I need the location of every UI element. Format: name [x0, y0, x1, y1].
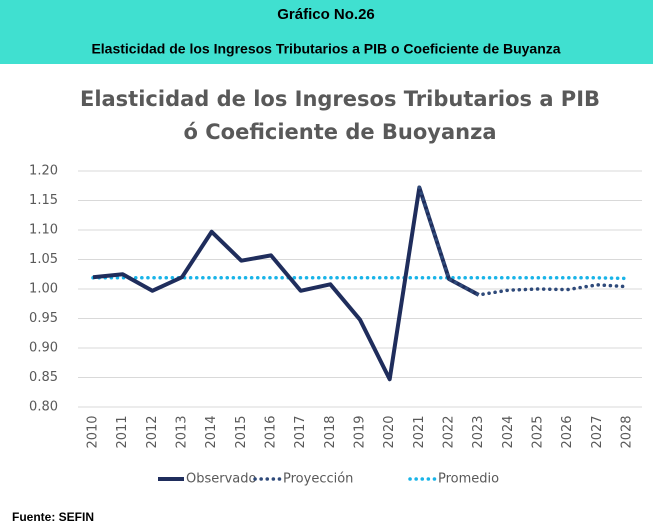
y-tick-label: 0.95: [29, 311, 58, 326]
x-tick-label: 2017: [293, 415, 308, 448]
header-band: [0, 0, 653, 64]
x-tick-label: 2014: [204, 415, 219, 448]
x-tick-label: 2010: [86, 415, 101, 448]
x-tick-label: 2013: [175, 415, 190, 448]
x-tick-label: 2016: [264, 415, 279, 448]
y-tick-label: 1.10: [29, 223, 58, 238]
source: Fuente: SEFIN: [12, 510, 94, 524]
y-tick-label: 1.15: [29, 193, 58, 208]
x-tick-label: 2028: [620, 415, 635, 448]
legend-label: Proyección: [283, 472, 353, 487]
y-tick-label: 1.05: [29, 252, 58, 267]
line-series: [417, 185, 629, 297]
y-tick-label: 1.20: [29, 164, 58, 179]
x-tick-label: 2022: [442, 415, 457, 448]
x-tick-label: 2023: [471, 415, 486, 448]
y-tick-label: 1.00: [29, 282, 58, 297]
x-tick-label: 2015: [234, 415, 249, 448]
y-tick-label: 0.80: [29, 400, 58, 415]
x-tick-label: 2018: [323, 415, 338, 448]
line-series: [91, 276, 629, 281]
y-tick-label: 0.90: [29, 341, 58, 356]
x-tick-label: 2025: [531, 415, 546, 448]
x-tick-label: 2024: [501, 415, 516, 448]
x-tick-label: 2026: [560, 415, 575, 448]
chart-title: Elasticidad de los Ingresos Tributarios …: [80, 87, 600, 111]
legend-label: Observado: [186, 472, 257, 487]
header-label: Gráfico No.26: [277, 6, 375, 23]
y-tick-label: 0.85: [29, 370, 58, 385]
legend-label: Promedio: [438, 472, 499, 487]
x-tick-label: 2012: [145, 415, 160, 448]
chart-title: ó Coeficiente de Buoyanza: [184, 120, 497, 144]
x-tick-label: 2011: [115, 415, 130, 448]
header-title: Elasticidad de los Ingresos Tributarios …: [91, 41, 560, 57]
x-tick-label: 2020: [382, 415, 397, 448]
line-series: [92, 185, 480, 382]
x-tick-label: 2027: [590, 415, 605, 448]
x-tick-label: 2021: [412, 415, 427, 448]
x-tick-label: 2019: [353, 415, 368, 448]
